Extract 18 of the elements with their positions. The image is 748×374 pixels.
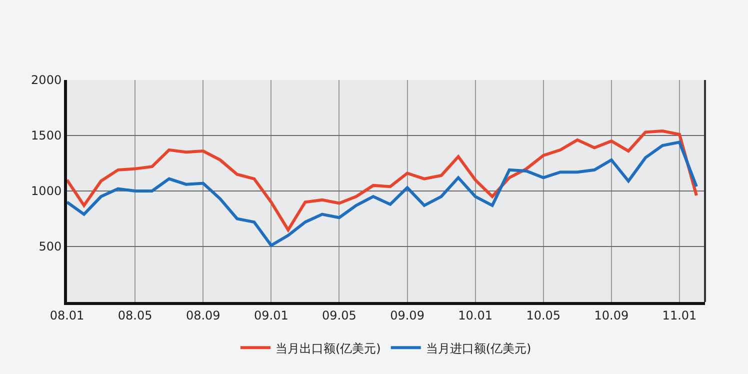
x-tick-label: 10.01 xyxy=(458,308,492,322)
x-tick-label: 09.01 xyxy=(254,308,288,322)
x-tick-label: 10.05 xyxy=(526,308,561,322)
y-tick-label: 1000 xyxy=(31,184,62,198)
x-tick-label: 08.09 xyxy=(186,308,220,322)
x-tick-label: 11.01 xyxy=(662,308,697,322)
x-tick-label: 09.09 xyxy=(390,308,424,322)
x-tick-label: 08.05 xyxy=(118,308,152,322)
x-tick-label: 10.09 xyxy=(594,308,629,322)
x-tick-label: 08.01 xyxy=(50,308,84,322)
legend-label: 当月进口额(亿美元) xyxy=(426,341,532,356)
y-tick-label: 2000 xyxy=(31,73,62,88)
legend-label: 当月出口额(亿美元) xyxy=(276,341,381,356)
y-tick-label: 1500 xyxy=(31,128,62,143)
line-series xyxy=(67,130,698,232)
y-tick-label: 500 xyxy=(38,240,62,254)
line-series xyxy=(67,140,698,247)
x-tick-label: 09.05 xyxy=(322,308,356,322)
